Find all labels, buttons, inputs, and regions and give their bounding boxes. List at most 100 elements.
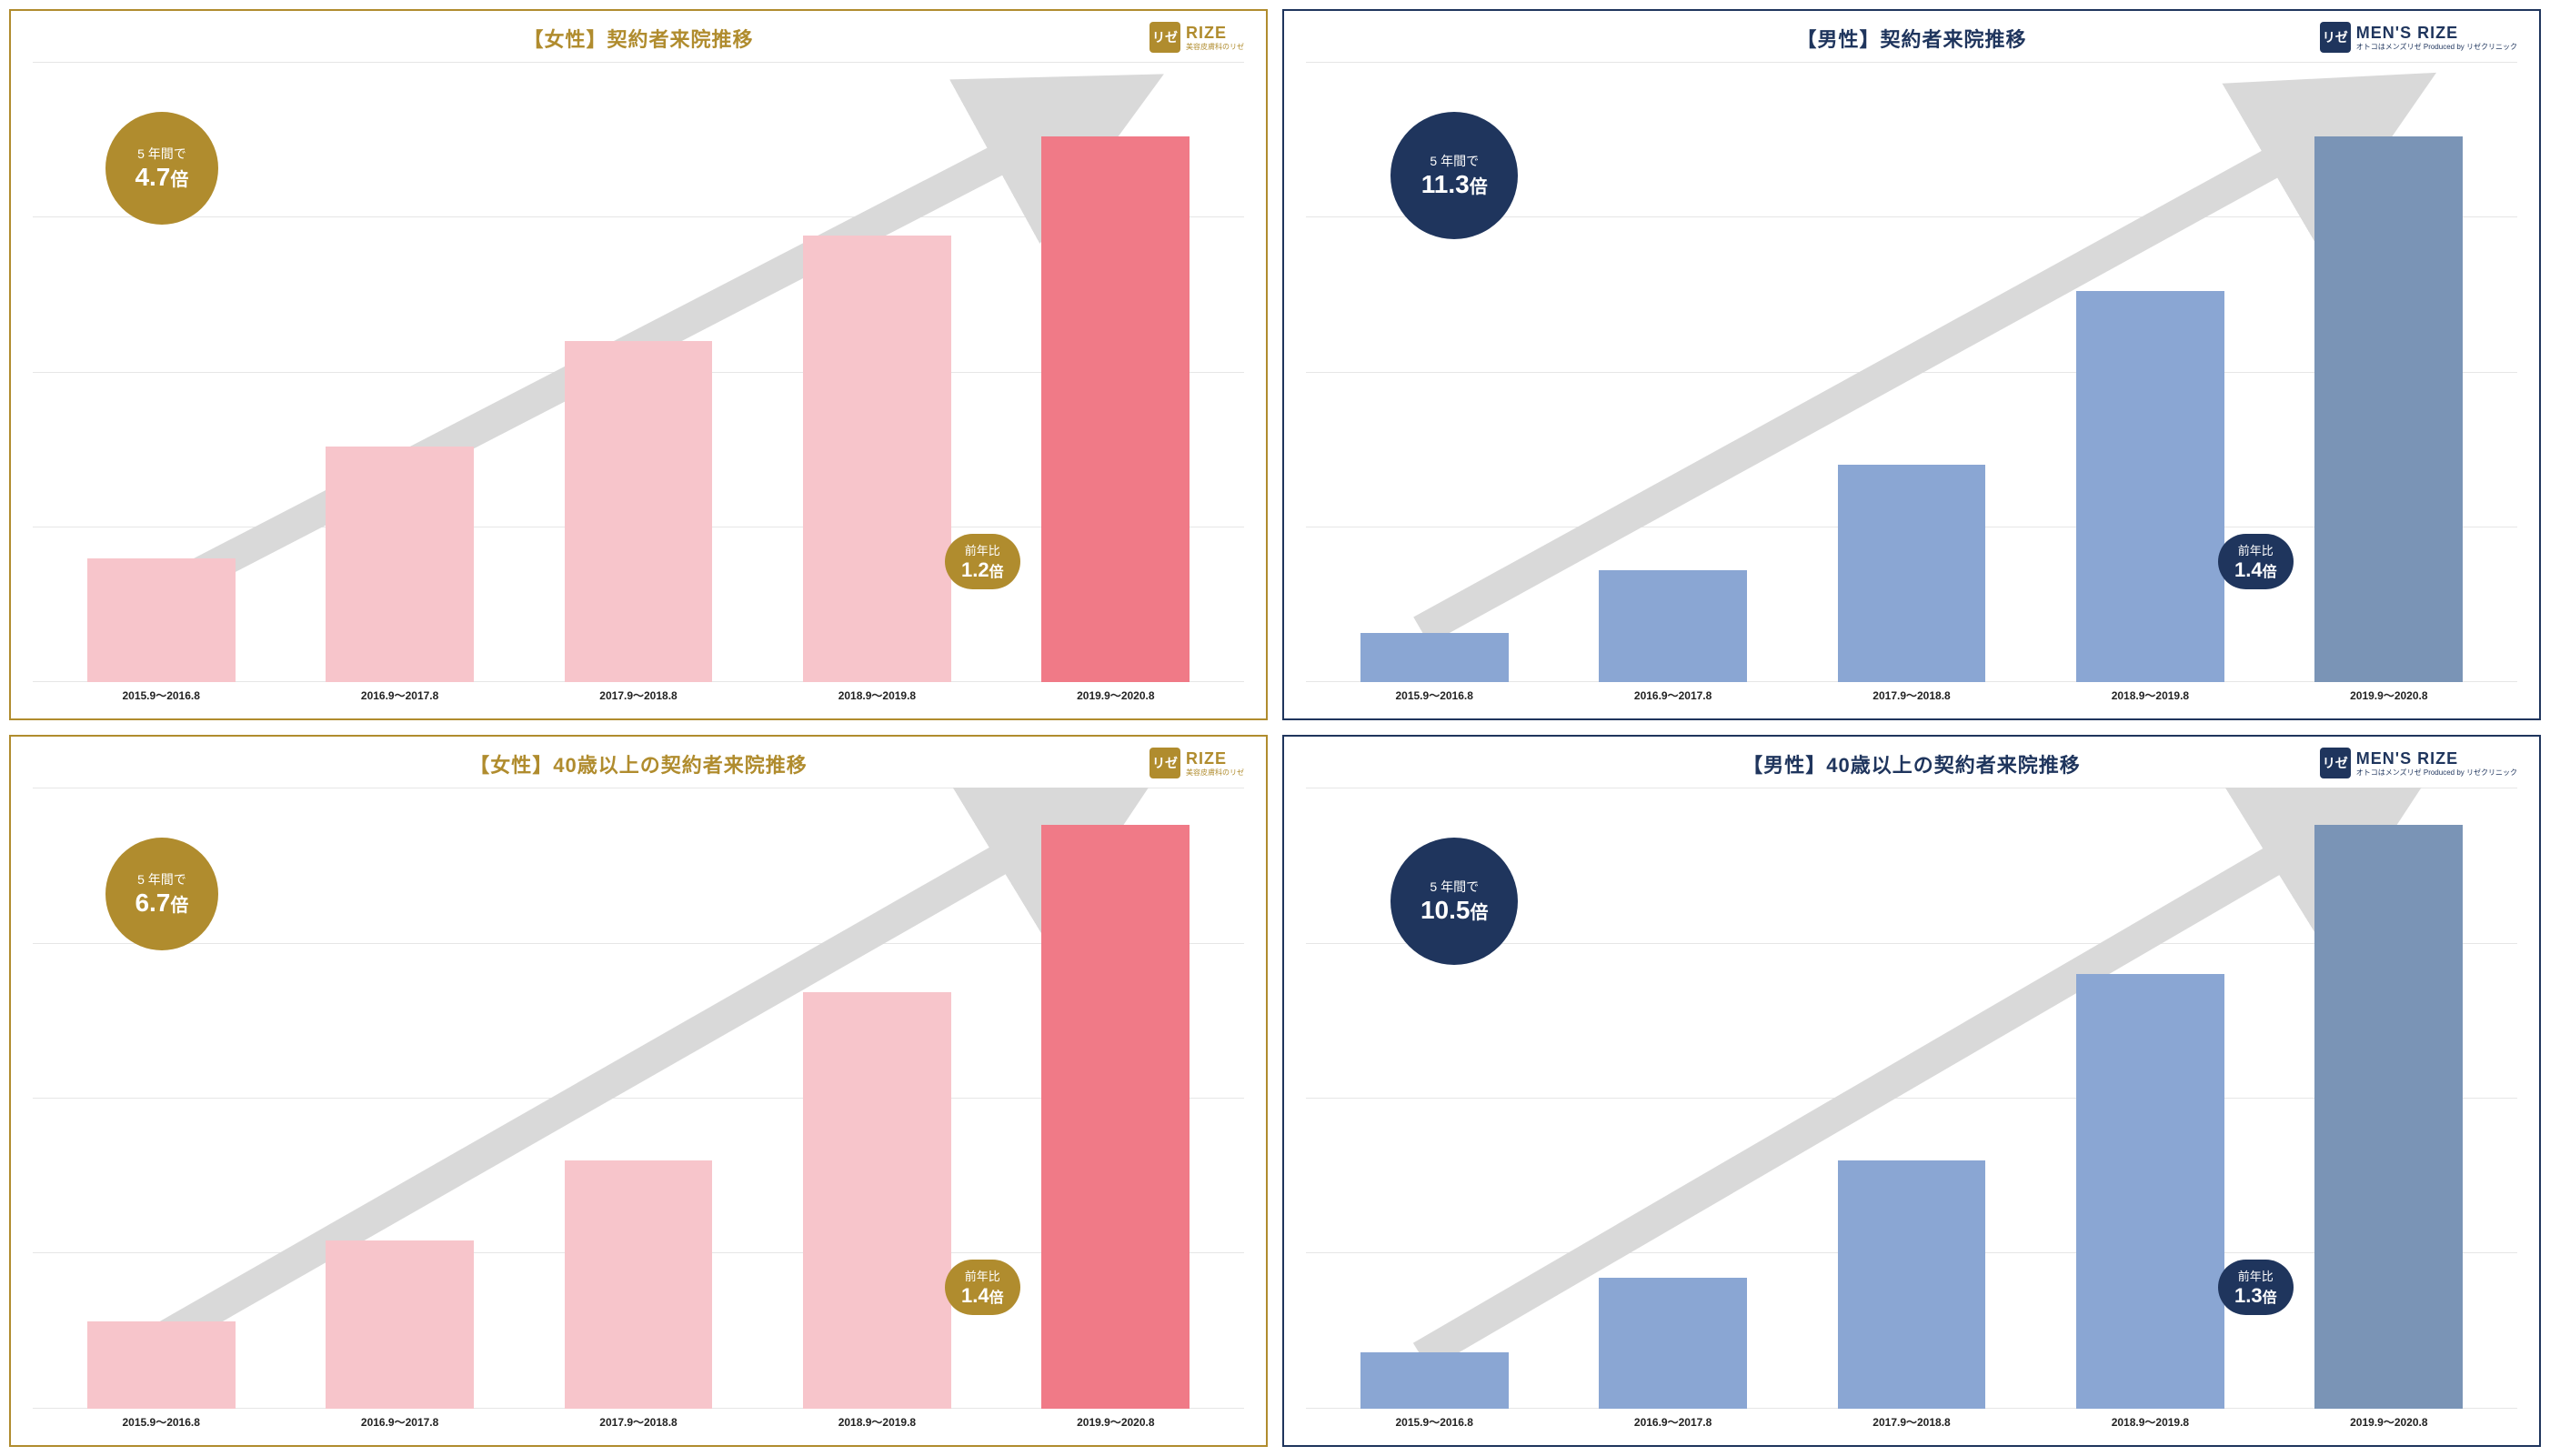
five-year-badge: 5 年間で 6.7倍: [105, 838, 218, 950]
bar-slot: [1792, 788, 2031, 1408]
brand-logo: リゼ RIZE 美容皮膚科のリゼ: [1150, 22, 1244, 53]
bar-slot: [280, 788, 518, 1408]
x-label: 2018.9～2019.8: [2031, 688, 2269, 703]
bar-slot: [2270, 788, 2508, 1408]
brand-logo: リゼ RIZE 美容皮膚科のリゼ: [1150, 748, 1244, 778]
bar-slot: [519, 62, 758, 682]
panel-title: 【女性】40歳以上の契約者来院推移: [469, 749, 807, 778]
badge-value: 4.7倍: [135, 163, 188, 192]
chart-grid: 【女性】契約者来院推移 リゼ RIZE 美容皮膚科のリゼ 5 年間で 4.7倍: [9, 9, 2541, 1447]
x-label: 2017.9～2018.8: [519, 688, 758, 703]
logo-text: MEN'S RIZE オトコはメンズリゼ Produced by リゼクリニック: [2356, 25, 2517, 51]
bar: [2314, 136, 2463, 682]
x-label: 2016.9～2017.8: [1553, 688, 1792, 703]
badge-label: 前年比: [965, 1267, 1000, 1284]
badge-value: 10.5倍: [1421, 896, 1489, 925]
badge-label: 5 年間で: [137, 145, 186, 163]
yoy-badge: 前年比 1.4倍: [945, 1260, 1020, 1315]
panel-title: 【男性】40歳以上の契約者来院推移: [1742, 749, 2080, 778]
logo-badge: リゼ: [1150, 22, 1180, 53]
panel-title: 【男性】契約者来院推移: [1796, 24, 2026, 53]
bar: [565, 341, 713, 682]
logo-text: RIZE 美容皮膚科のリゼ: [1186, 750, 1244, 777]
bar: [803, 236, 951, 682]
chart-area: 5 年間で 11.3倍 前年比 1.4倍: [1306, 62, 2517, 682]
badge-label: 前年比: [2238, 1267, 2274, 1284]
bar-slot: [997, 788, 1235, 1408]
five-year-badge: 5 年間で 10.5倍: [1390, 838, 1518, 965]
yoy-badge: 前年比 1.2倍: [945, 534, 1020, 589]
bar: [1599, 1278, 1747, 1408]
brand-logo: リゼ MEN'S RIZE オトコはメンズリゼ Produced by リゼクリ…: [2320, 748, 2517, 778]
panel-male-40: 【男性】40歳以上の契約者来院推移 リゼ MEN'S RIZE オトコはメンズリ…: [1282, 735, 2541, 1446]
bar: [87, 558, 236, 682]
panel-male-all: 【男性】契約者来院推移 リゼ MEN'S RIZE オトコはメンズリゼ Prod…: [1282, 9, 2541, 720]
x-label: 2015.9～2016.8: [42, 688, 280, 703]
x-label: 2017.9～2018.8: [519, 1414, 758, 1430]
chart-area: 5 年間で 10.5倍 前年比 1.3倍: [1306, 788, 2517, 1408]
panel-title: 【女性】契約者来院推移: [523, 24, 753, 53]
x-label: 2019.9～2020.8: [2270, 1414, 2508, 1430]
bar: [1041, 825, 1190, 1408]
bar: [326, 1240, 474, 1408]
badge-value: 11.3倍: [1421, 170, 1488, 199]
badge-label: 前年比: [965, 541, 1000, 558]
logo-sub: オトコはメンズリゼ Produced by リゼクリニック: [2356, 44, 2517, 51]
x-label: 2015.9～2016.8: [1315, 1414, 1553, 1430]
badge-value: 1.3倍: [2234, 1284, 2277, 1308]
yoy-badge: 前年比 1.4倍: [2218, 534, 2294, 589]
bar-slot: [1553, 788, 1792, 1408]
logo-badge: リゼ: [2320, 22, 2351, 53]
bar: [2076, 974, 2224, 1409]
bar-slot: [1553, 62, 1792, 682]
panel-header: 【女性】契約者来院推移 リゼ RIZE 美容皮膚科のリゼ: [33, 24, 1244, 53]
logo-sub: オトコはメンズリゼ Produced by リゼクリニック: [2356, 769, 2517, 777]
bar-slot: [758, 62, 996, 682]
x-axis-labels: 2015.9～2016.82016.9～2017.82017.9～2018.82…: [1306, 682, 2517, 703]
bar: [565, 1160, 713, 1409]
x-label: 2018.9～2019.8: [758, 1414, 996, 1430]
panel-header: 【男性】契約者来院推移 リゼ MEN'S RIZE オトコはメンズリゼ Prod…: [1306, 24, 2517, 53]
badge-label: 5 年間で: [137, 870, 186, 889]
x-label: 2016.9～2017.8: [1553, 1414, 1792, 1430]
panel-female-40: 【女性】40歳以上の契約者来院推移 リゼ RIZE 美容皮膚科のリゼ 5 年間で…: [9, 735, 1268, 1446]
brand-logo: リゼ MEN'S RIZE オトコはメンズリゼ Produced by リゼクリ…: [2320, 22, 2517, 53]
x-label: 2019.9～2020.8: [997, 688, 1235, 703]
badge-label: 5 年間で: [1430, 878, 1479, 896]
bar: [1838, 465, 1986, 682]
bar: [803, 992, 951, 1408]
x-axis-labels: 2015.9～2016.82016.9～2017.82017.9～2018.82…: [1306, 1409, 2517, 1430]
logo-sub: 美容皮膚科のリゼ: [1186, 769, 1244, 777]
x-label: 2019.9～2020.8: [2270, 688, 2508, 703]
badge-value: 6.7倍: [135, 889, 188, 918]
badge-value: 1.4倍: [961, 1284, 1004, 1308]
panel-female-all: 【女性】契約者来院推移 リゼ RIZE 美容皮膚科のリゼ 5 年間で 4.7倍: [9, 9, 1268, 720]
badge-value: 1.2倍: [961, 558, 1004, 582]
chart-area: 5 年間で 6.7倍 前年比 1.4倍: [33, 788, 1244, 1408]
x-label: 2015.9～2016.8: [42, 1414, 280, 1430]
logo-sub: 美容皮膚科のリゼ: [1186, 44, 1244, 51]
x-label: 2015.9～2016.8: [1315, 688, 1553, 703]
logo-main: MEN'S RIZE: [2356, 25, 2517, 41]
x-label: 2018.9～2019.8: [2031, 1414, 2269, 1430]
bar: [1360, 1352, 1509, 1408]
x-label: 2016.9～2017.8: [280, 1414, 518, 1430]
bar-slot: [997, 62, 1235, 682]
panel-header: 【男性】40歳以上の契約者来院推移 リゼ MEN'S RIZE オトコはメンズリ…: [1306, 749, 2517, 778]
logo-badge: リゼ: [1150, 748, 1180, 778]
panel-header: 【女性】40歳以上の契約者来院推移 リゼ RIZE 美容皮膚科のリゼ: [33, 749, 1244, 778]
logo-main: MEN'S RIZE: [2356, 750, 2517, 767]
bar-slot: [280, 62, 518, 682]
bar-slot: [519, 788, 758, 1408]
x-label: 2017.9～2018.8: [1792, 688, 2031, 703]
logo-main: RIZE: [1186, 750, 1244, 767]
logo-text: RIZE 美容皮膚科のリゼ: [1186, 25, 1244, 51]
bar-slot: [2270, 62, 2508, 682]
chart-area: 5 年間で 4.7倍 前年比 1.2倍: [33, 62, 1244, 682]
badge-value: 1.4倍: [2234, 558, 2277, 582]
logo-text: MEN'S RIZE オトコはメンズリゼ Produced by リゼクリニック: [2356, 750, 2517, 777]
x-label: 2018.9～2019.8: [758, 688, 996, 703]
bar-slot: [1792, 62, 2031, 682]
logo-badge: リゼ: [2320, 748, 2351, 778]
bar: [1360, 633, 1509, 683]
